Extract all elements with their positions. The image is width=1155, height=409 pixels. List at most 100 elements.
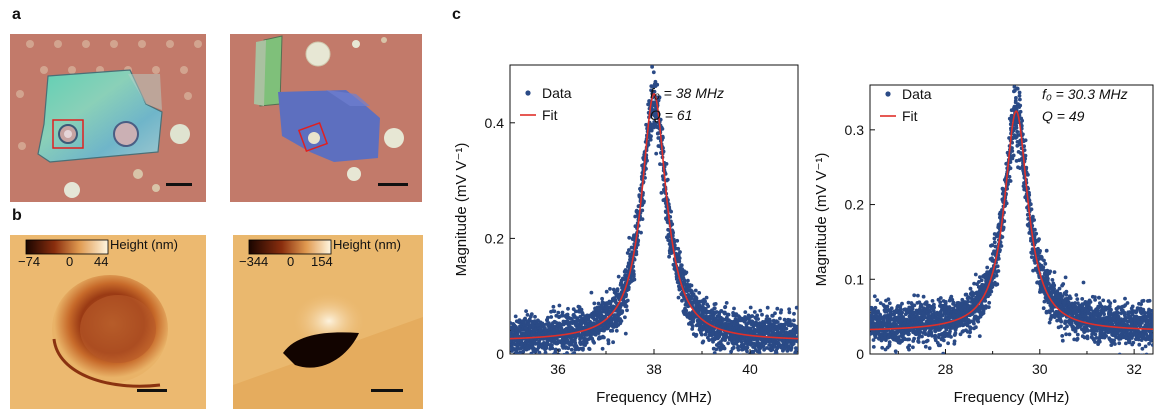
data-point xyxy=(1073,301,1077,305)
data-point xyxy=(1117,341,1122,346)
data-point xyxy=(1038,249,1042,253)
data-point xyxy=(1112,338,1116,343)
data-point xyxy=(920,334,924,339)
data-point xyxy=(792,353,795,354)
data-point xyxy=(723,305,728,309)
data-point xyxy=(518,350,523,354)
data-point xyxy=(1116,311,1121,315)
data-point xyxy=(872,294,877,299)
data-point xyxy=(694,332,699,337)
data-point xyxy=(677,256,682,260)
data-point xyxy=(686,278,690,283)
data-point xyxy=(739,339,744,344)
afm-left-tick-zero: 0 xyxy=(66,254,74,269)
data-point xyxy=(562,352,566,354)
data-point xyxy=(1032,218,1036,222)
data-point xyxy=(524,309,528,313)
data-point xyxy=(573,309,578,314)
data-point xyxy=(886,297,891,302)
data-point xyxy=(613,313,617,317)
data-point xyxy=(565,312,570,317)
data-point xyxy=(713,302,718,306)
data-point xyxy=(912,336,916,341)
data-point xyxy=(677,259,682,264)
data-point xyxy=(703,332,708,337)
data-point xyxy=(578,355,582,359)
data-point xyxy=(736,347,741,352)
data-point xyxy=(642,199,646,204)
data-point xyxy=(762,355,766,359)
data-point xyxy=(751,354,755,358)
data-point xyxy=(873,305,878,310)
data-point xyxy=(516,346,521,351)
data-point xyxy=(639,230,643,235)
data-point xyxy=(661,135,665,140)
data-point xyxy=(984,304,988,308)
data-point xyxy=(1059,324,1063,329)
data-point xyxy=(932,305,936,310)
data-point xyxy=(985,265,990,270)
data-point xyxy=(935,310,940,315)
data-point xyxy=(676,246,681,251)
data-point xyxy=(551,304,556,309)
data-point xyxy=(574,319,579,324)
data-point xyxy=(722,346,727,351)
data-point xyxy=(619,319,624,323)
data-point xyxy=(712,306,717,311)
data-point xyxy=(1074,293,1079,297)
data-point xyxy=(653,79,658,84)
data-point xyxy=(771,354,775,358)
data-point xyxy=(871,338,876,342)
data-point xyxy=(993,244,998,249)
data-point xyxy=(1008,179,1013,183)
data-point xyxy=(1059,319,1064,324)
data-point xyxy=(992,240,997,245)
data-point xyxy=(627,235,632,240)
data-point xyxy=(519,355,523,359)
data-point xyxy=(604,289,609,294)
data-point xyxy=(795,348,798,353)
data-point xyxy=(1010,149,1015,153)
data-point xyxy=(1015,129,1020,134)
data-point xyxy=(712,351,717,354)
data-point xyxy=(725,315,729,320)
data-point xyxy=(964,292,969,297)
data-point xyxy=(672,243,677,248)
panel-label-b: b xyxy=(12,207,22,224)
data-point xyxy=(675,238,680,243)
data-point xyxy=(1014,96,1018,100)
data-point xyxy=(933,338,938,343)
y-tick-label: 0.2 xyxy=(485,230,505,246)
data-point xyxy=(1052,270,1057,274)
data-point xyxy=(1018,109,1023,114)
legend-fit-label: Fit xyxy=(542,107,558,123)
data-point xyxy=(655,82,660,87)
afm-right-tick-zero: 0 xyxy=(287,254,295,269)
data-point xyxy=(706,304,711,309)
data-point xyxy=(550,346,555,351)
fit-line xyxy=(510,92,798,340)
data-point xyxy=(544,346,549,350)
x-tick-label: 38 xyxy=(646,361,662,377)
data-point xyxy=(684,308,689,313)
data-point xyxy=(755,313,760,318)
data-point xyxy=(1044,284,1049,289)
data-point xyxy=(1029,207,1034,212)
data-point xyxy=(516,355,520,359)
data-point xyxy=(748,305,753,310)
data-point xyxy=(923,332,928,336)
data-point xyxy=(579,307,584,312)
data-point xyxy=(889,317,894,321)
y-tick-label: 0 xyxy=(496,346,504,362)
data-point xyxy=(549,354,553,358)
data-point xyxy=(760,312,764,317)
data-point xyxy=(759,363,763,367)
data-point xyxy=(676,295,681,300)
data-point xyxy=(932,302,936,307)
data-point xyxy=(762,347,766,352)
data-point xyxy=(792,318,796,323)
data-point xyxy=(989,289,994,294)
data-point xyxy=(894,352,898,354)
data-point xyxy=(916,340,921,344)
data-point xyxy=(625,308,629,313)
